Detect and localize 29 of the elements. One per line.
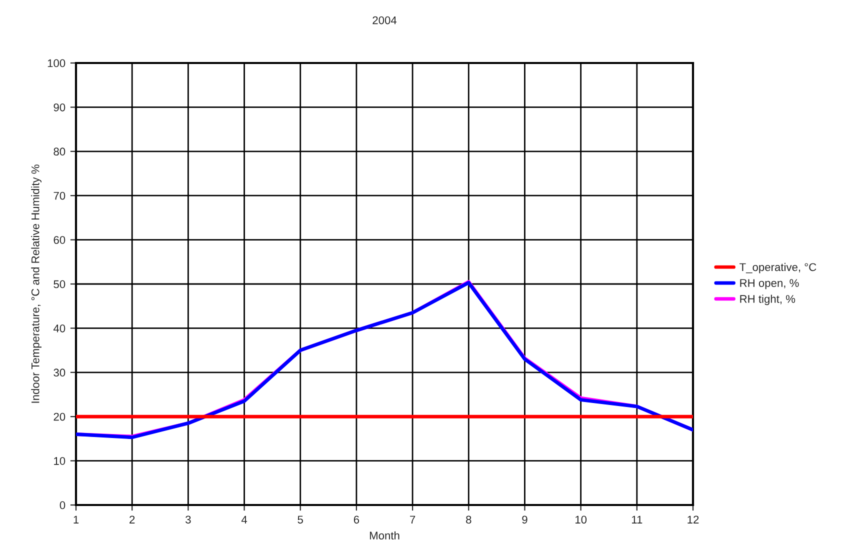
y-tick-label: 80 [54,148,66,156]
y-tick-label: 70 [54,192,66,200]
x-tick-label: 6 [354,516,360,524]
x-tick-label: 10 [575,516,587,524]
x-tick-label: 1 [74,516,79,524]
y-tick-label: 100 [48,59,66,68]
y-tick-label: 60 [54,236,66,244]
legend-label: RH open, % [740,279,799,290]
x-axis-title: Month [370,531,400,540]
y-tick-label: 30 [54,368,66,377]
x-tick-label: 8 [466,516,472,524]
legend-label: RH tight, % [740,294,796,306]
x-tick-label: 11 [632,516,642,524]
chart-title: 2004 [372,16,397,24]
y-tick-label: 50 [54,280,66,288]
x-tick-label: 4 [241,516,248,524]
x-tick-label: 5 [298,516,303,524]
x-tick-label: 2 [130,516,135,524]
y-tick-label: 40 [53,324,66,332]
legend-label: T_operative, °C [740,262,816,274]
x-tick-label: 7 [410,516,416,524]
x-tick-label: 3 [186,516,191,524]
y-tick-label: 0 [60,501,66,510]
y-tick-label: 10 [54,457,66,465]
x-tick-label: 12 [688,516,699,524]
y-axis-title: Indoor Temperature, °C and Relative Humidity % [31,164,42,403]
x-tick-label: 9 [522,516,528,524]
y-tick-label: 90 [54,103,66,112]
y-tick-label: 20 [54,412,66,421]
